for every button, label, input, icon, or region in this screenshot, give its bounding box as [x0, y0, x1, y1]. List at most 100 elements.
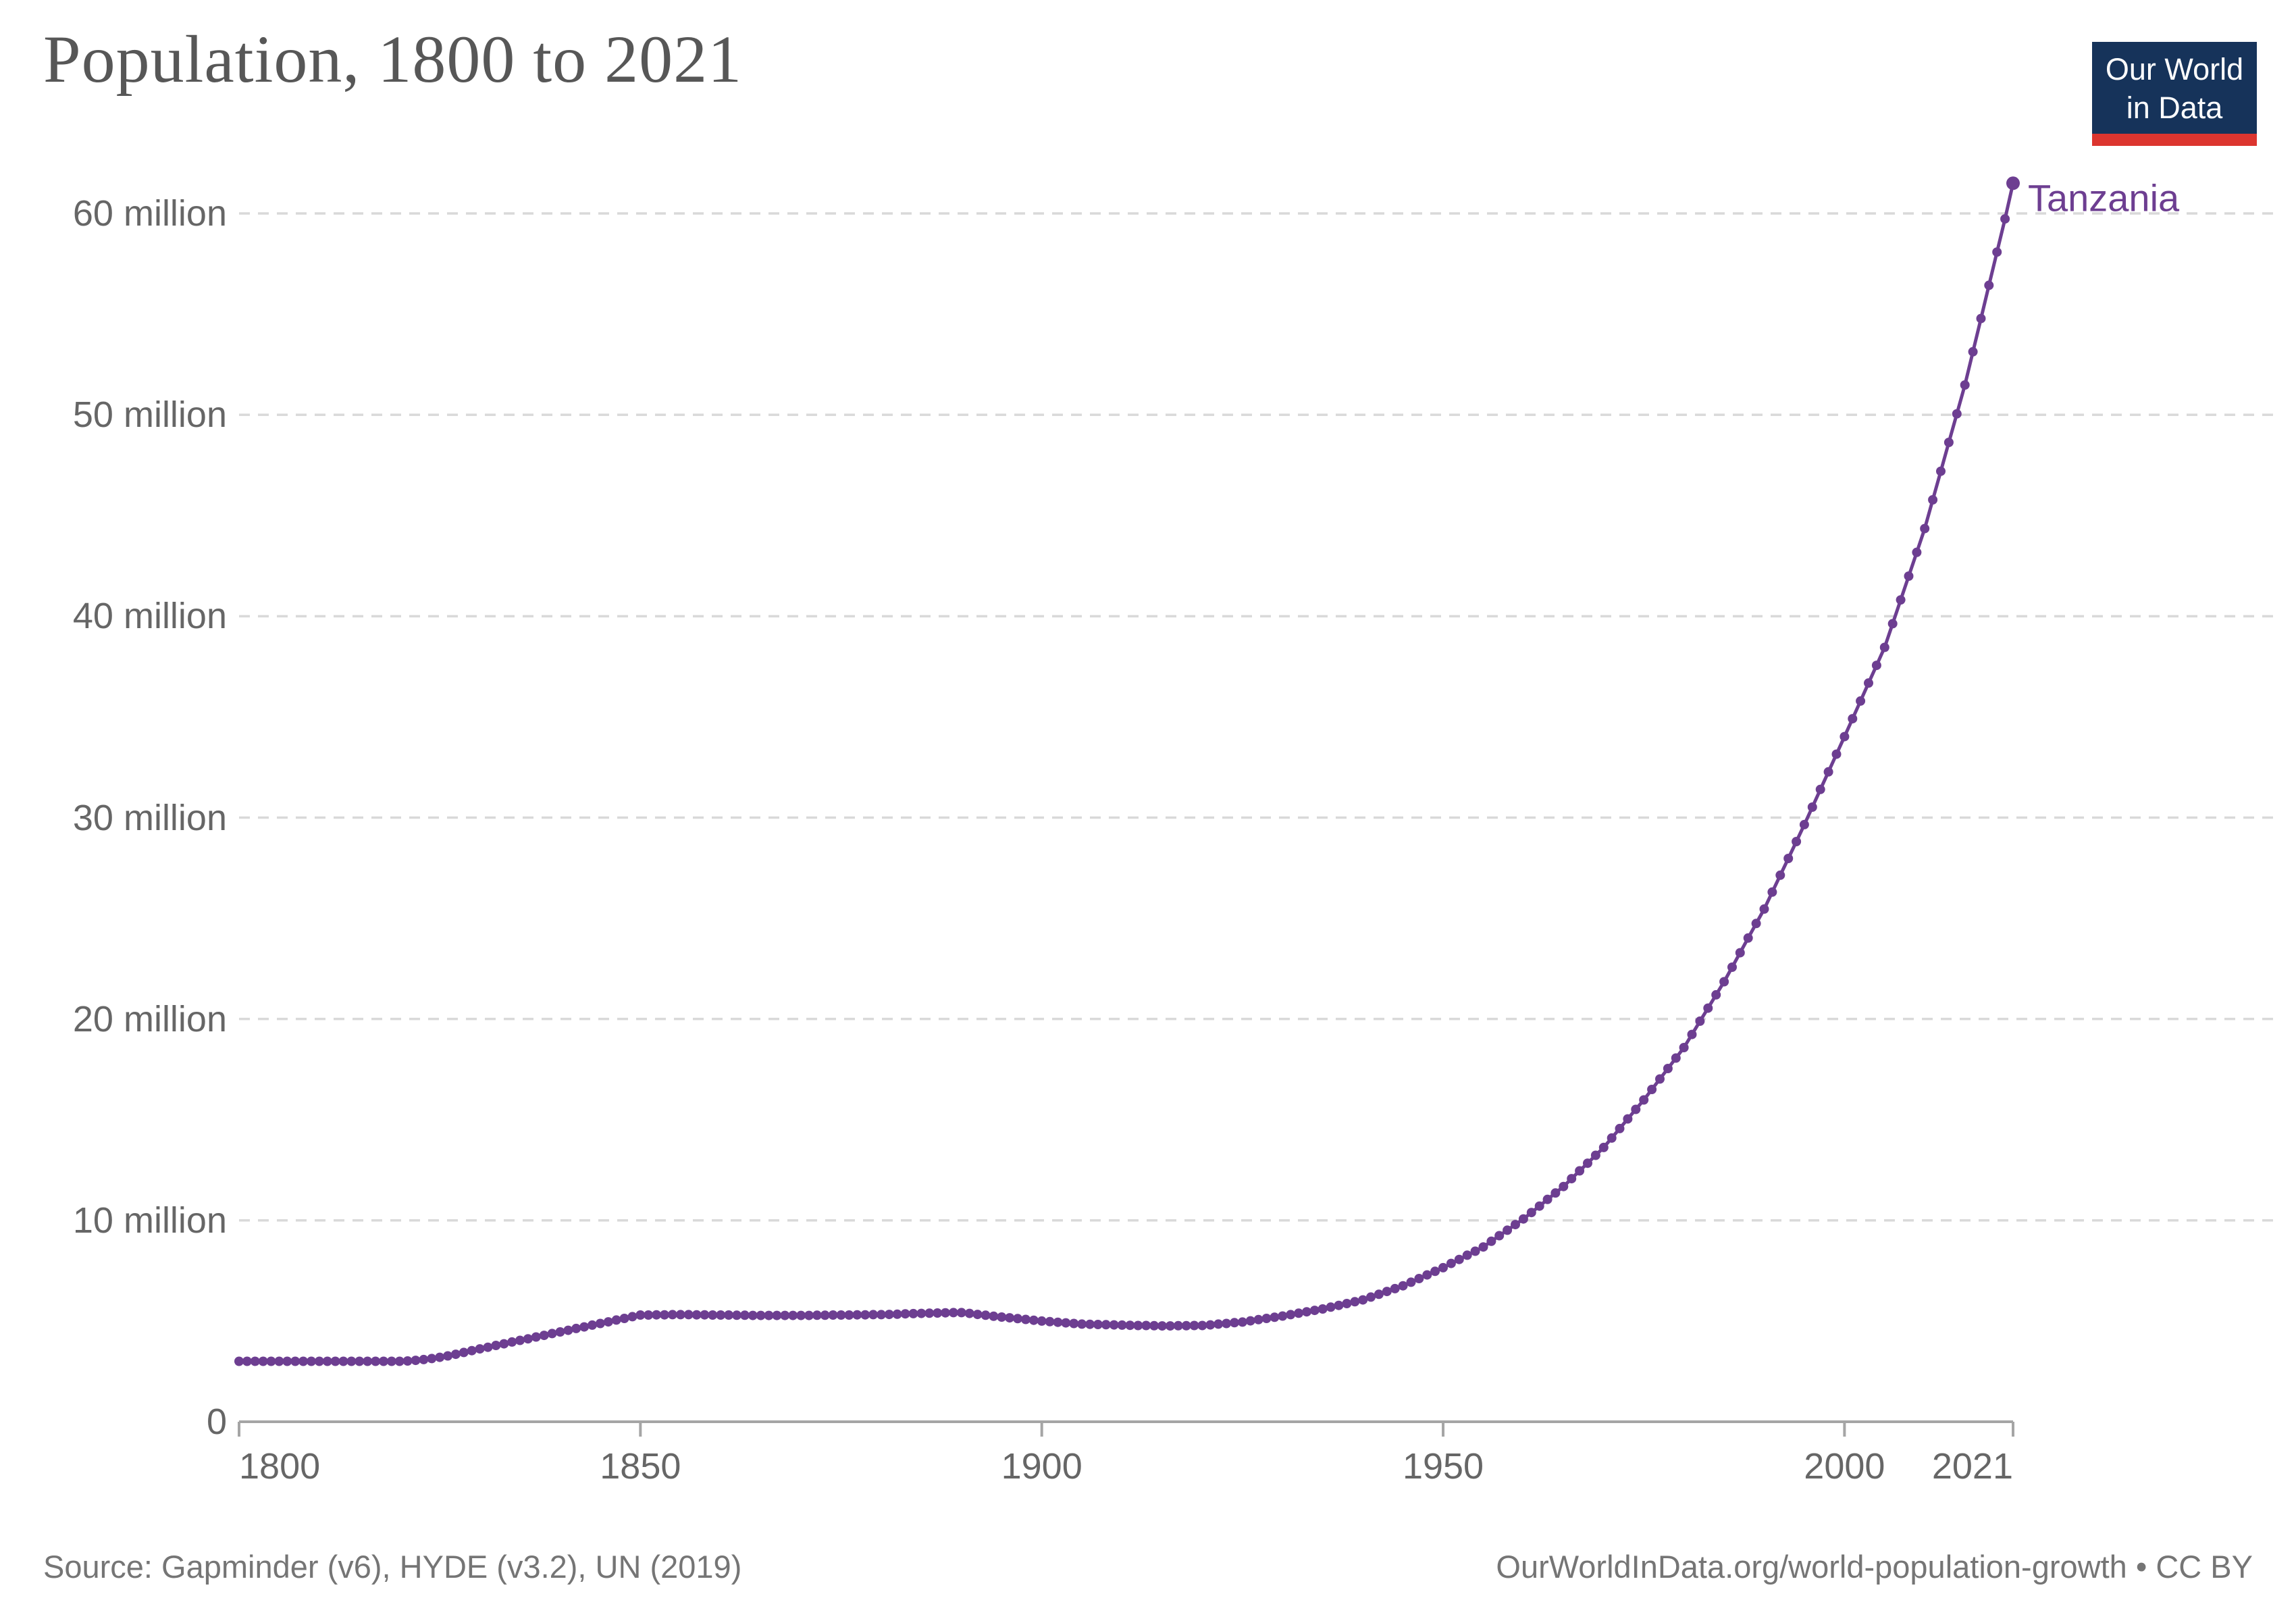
data-point [1302, 1307, 1311, 1317]
data-point [1559, 1181, 1569, 1191]
data-point [1936, 466, 1946, 476]
data-point [1165, 1321, 1175, 1331]
data-point [1639, 1095, 1649, 1105]
data-point [1294, 1308, 1304, 1318]
data-point [788, 1310, 798, 1320]
data-point [1583, 1158, 1592, 1168]
data-point [459, 1347, 469, 1358]
footer-link-text[interactable]: OurWorldInData.org/world-population-grow… [1496, 1549, 2253, 1585]
owid-logo-line1: Our World [2105, 52, 2244, 86]
data-point [1871, 661, 1881, 671]
data-point [1542, 1194, 1553, 1204]
data-point [1879, 642, 1889, 652]
data-point [1181, 1320, 1191, 1331]
data-point [877, 1310, 886, 1320]
data-point [772, 1310, 782, 1320]
data-point [1775, 870, 1785, 880]
data-point [1013, 1314, 1022, 1324]
data-point [1085, 1319, 1095, 1329]
data-point [1309, 1306, 1320, 1316]
data-point [812, 1310, 822, 1320]
data-point [563, 1325, 573, 1335]
data-point [1053, 1317, 1063, 1327]
data-point [644, 1310, 654, 1320]
data-point [338, 1356, 348, 1366]
data-point [547, 1329, 557, 1339]
data-point [884, 1310, 894, 1320]
data-point [1647, 1085, 1657, 1094]
data-point [1807, 802, 1817, 812]
data-point [900, 1309, 910, 1319]
data-point [1792, 837, 1802, 846]
data-point [948, 1308, 958, 1318]
data-point [1783, 854, 1794, 863]
data-point [1526, 1208, 1536, 1218]
data-point [756, 1310, 766, 1320]
data-point [1334, 1300, 1344, 1310]
data-point [1069, 1318, 1079, 1329]
data-point [652, 1310, 662, 1320]
data-point [1045, 1316, 1055, 1327]
data-point [1374, 1289, 1384, 1300]
data-point [764, 1310, 774, 1320]
data-point [683, 1310, 694, 1320]
data-point [1518, 1214, 1528, 1224]
data-point [234, 1356, 244, 1366]
data-point [507, 1337, 517, 1347]
data-point [1695, 1016, 1705, 1026]
data-point [836, 1310, 846, 1320]
data-point [2006, 176, 2020, 190]
data-point [491, 1341, 501, 1350]
data-point [467, 1345, 477, 1356]
data-point [1590, 1150, 1600, 1160]
data-point [1222, 1318, 1232, 1329]
data-point [1503, 1225, 1513, 1235]
data-point [1727, 962, 1737, 972]
data-point [1550, 1188, 1561, 1198]
data-point [1567, 1174, 1577, 1184]
data-point [868, 1310, 879, 1320]
data-point [539, 1331, 549, 1341]
data-point [1398, 1281, 1408, 1291]
data-point [972, 1310, 983, 1320]
footer-source-text: Source: Gapminder (v6), HYDE (v3.2), UN … [43, 1549, 742, 1585]
owid-logo[interactable]: Our World in Data [2092, 42, 2257, 146]
data-point [266, 1356, 276, 1366]
data-point [355, 1356, 365, 1366]
data-point [804, 1310, 814, 1320]
data-point [1671, 1053, 1681, 1063]
data-point [1598, 1142, 1609, 1152]
data-point [242, 1356, 252, 1366]
data-point [282, 1356, 292, 1366]
data-point [1494, 1231, 1505, 1241]
data-point [1253, 1314, 1263, 1324]
data-point [1856, 696, 1866, 706]
data-point [603, 1317, 613, 1327]
data-point [708, 1310, 718, 1320]
data-point [346, 1356, 357, 1366]
data-point [1462, 1250, 1472, 1260]
data-point [908, 1308, 918, 1318]
data-point [1157, 1321, 1167, 1331]
owid-logo-line2: in Data [2126, 91, 2223, 125]
data-point [1607, 1133, 1617, 1143]
page-title: Population, 1800 to 2021 [43, 22, 743, 97]
data-point [314, 1356, 324, 1366]
data-point [1631, 1104, 1641, 1114]
data-point [1342, 1299, 1352, 1308]
data-point [941, 1308, 950, 1318]
data-point [1928, 495, 1938, 505]
data-point [1840, 731, 1850, 742]
data-point [844, 1310, 854, 1320]
data-point [450, 1349, 461, 1360]
data-point [475, 1344, 485, 1354]
data-point [916, 1308, 927, 1318]
data-point [1422, 1270, 1432, 1280]
data-point [1799, 819, 1809, 829]
data-point [1237, 1317, 1247, 1327]
data-point [1511, 1220, 1520, 1230]
series-line [237, 181, 2015, 1363]
data-point [1358, 1295, 1368, 1305]
